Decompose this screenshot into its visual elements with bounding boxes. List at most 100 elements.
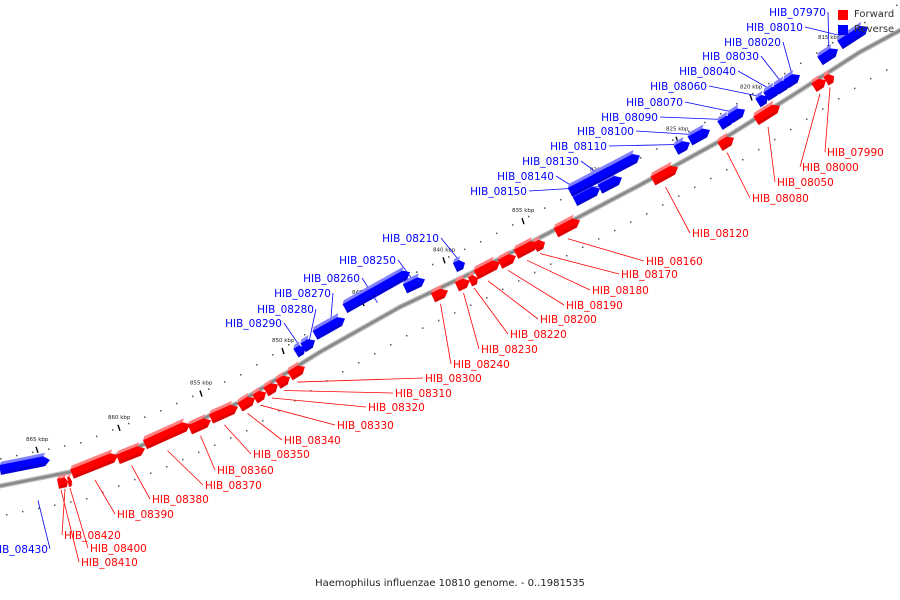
gene-shade (315, 322, 343, 340)
gene-label-hib-08070: HIB_08070 (626, 97, 683, 109)
gene-HIB_08430[interactable] (0, 452, 51, 475)
minor-tick (614, 229, 616, 232)
gene-shade (653, 170, 676, 186)
gene-top-face (67, 473, 72, 478)
gene-shade (556, 223, 578, 238)
gene-HIB_08230[interactable] (454, 273, 473, 292)
gene-shade (759, 99, 767, 108)
minor-tick (512, 224, 514, 226)
gene-body (237, 396, 256, 412)
gene-HIB_08240[interactable] (430, 283, 451, 303)
gene-shade (731, 113, 743, 124)
gene-top-face (237, 392, 249, 404)
gene-shade (455, 265, 464, 273)
gene-shade (190, 423, 209, 435)
gene-HIB_08380[interactable] (115, 441, 147, 465)
gene-HIB_08210[interactable] (452, 256, 468, 273)
gene-labels: HIB_07970 HIB_08010 HIB_08020 HIB_08030 HIB_… (0, 7, 884, 569)
gene-HIB_08370[interactable] (142, 417, 192, 450)
gene-HIB_08060[interactable] (754, 90, 771, 108)
gene-HIB_08270[interactable] (311, 312, 347, 340)
leader-line (167, 450, 204, 486)
gene-top-face (811, 74, 820, 84)
minor-tick (646, 213, 648, 215)
gene-HIB_08260[interactable] (341, 265, 412, 314)
gene-body (553, 218, 581, 238)
gene-label-hib-08170: HIB_08170 (621, 269, 678, 281)
gene-label-hib-08270: HIB_08270 (274, 288, 331, 300)
gene-HIB_08120[interactable] (649, 160, 680, 186)
gene-label-hib-08150: HIB_08150 (470, 186, 527, 198)
gene-HIB_08330[interactable] (251, 386, 269, 404)
gene-label-hib-07990: HIB_07990 (827, 147, 884, 159)
gene-HIB_08220[interactable] (467, 271, 481, 287)
minor-tick (256, 364, 258, 366)
minor-tick (534, 271, 536, 274)
gene-label-hib-08310: HIB_08310 (395, 388, 452, 400)
gene-shade (211, 410, 236, 424)
gene-HIB_08340[interactable] (236, 391, 258, 412)
gene-body (811, 78, 827, 92)
gene-shade (721, 120, 732, 130)
minor-tick (38, 507, 40, 510)
gene-HIB_08080[interactable] (716, 131, 737, 151)
scale-label: 815 kbp (818, 35, 841, 41)
gene-HIB_08300[interactable] (286, 360, 308, 381)
gene-HIB_08290[interactable] (292, 341, 308, 358)
gene-top-face (717, 111, 728, 122)
gene-label-hib-08120: HIB_08120 (692, 228, 749, 240)
minor-tick (544, 207, 546, 209)
minor-tick (406, 335, 408, 337)
gene-HIB_08010[interactable] (836, 20, 871, 50)
gene-HIB_08200[interactable] (472, 255, 502, 280)
minor-tick (582, 246, 584, 249)
gene-HIB_08180[interactable] (512, 236, 540, 259)
legend-forward: Forward (838, 9, 894, 20)
gene-top-face (673, 137, 684, 146)
gene-shade (118, 451, 143, 465)
gene-shade (676, 146, 688, 155)
gene-HIB_08250[interactable] (402, 272, 428, 294)
gene-HIB_08310[interactable] (274, 370, 293, 389)
gene-HIB_08110[interactable] (672, 136, 692, 155)
gene-HIB_08390[interactable] (69, 448, 120, 479)
gene-body (513, 241, 539, 259)
minor-tick (822, 108, 824, 110)
gene-top-face (263, 379, 272, 388)
gene-top-face (0, 452, 46, 466)
gene-label-hib-08340: HIB_08340 (284, 435, 341, 447)
minor-tick (102, 491, 104, 494)
gene-top-face (567, 149, 634, 188)
leader-line (131, 465, 151, 500)
minor-tick (118, 485, 120, 487)
minor-tick (358, 362, 360, 364)
gene-label-hib-08160: HIB_08160 (646, 256, 703, 268)
gene-HIB_08000[interactable] (810, 73, 829, 92)
minor-tick (80, 442, 82, 444)
gene-HIB_08320[interactable] (262, 378, 281, 397)
gene-label-hib-08390: HIB_08390 (117, 509, 174, 521)
gene-HIB_08100[interactable] (686, 123, 712, 146)
gene-HIB_08050[interactable] (752, 99, 783, 126)
gene-HIB_08350[interactable] (208, 400, 240, 424)
leader-line (61, 488, 66, 536)
gene-HIB_08160[interactable] (552, 213, 582, 238)
gene-label-hib-08140: HIB_08140 (497, 171, 554, 183)
minor-tick (374, 353, 376, 355)
gene-HIB_08360[interactable] (187, 413, 213, 435)
minor-tick (656, 148, 658, 150)
gene-HIB_07970[interactable] (816, 43, 841, 66)
gene-HIB_08090[interactable] (716, 110, 737, 130)
gene-HIB_07990[interactable] (822, 69, 837, 86)
gene-label-hib-08300: HIB_08300 (425, 373, 482, 385)
gene-HIB_08190[interactable] (496, 249, 518, 269)
gene-HIB_08410[interactable] (56, 474, 65, 489)
gene-label-hib-08420: HIB_08420 (64, 530, 121, 542)
minor-tick (176, 402, 178, 405)
gene-HIB_08150[interactable] (566, 149, 642, 197)
gene-body (275, 375, 290, 389)
gene-shade (405, 282, 423, 294)
minor-tick (16, 454, 18, 457)
gene-HIB_08400[interactable] (66, 473, 74, 487)
